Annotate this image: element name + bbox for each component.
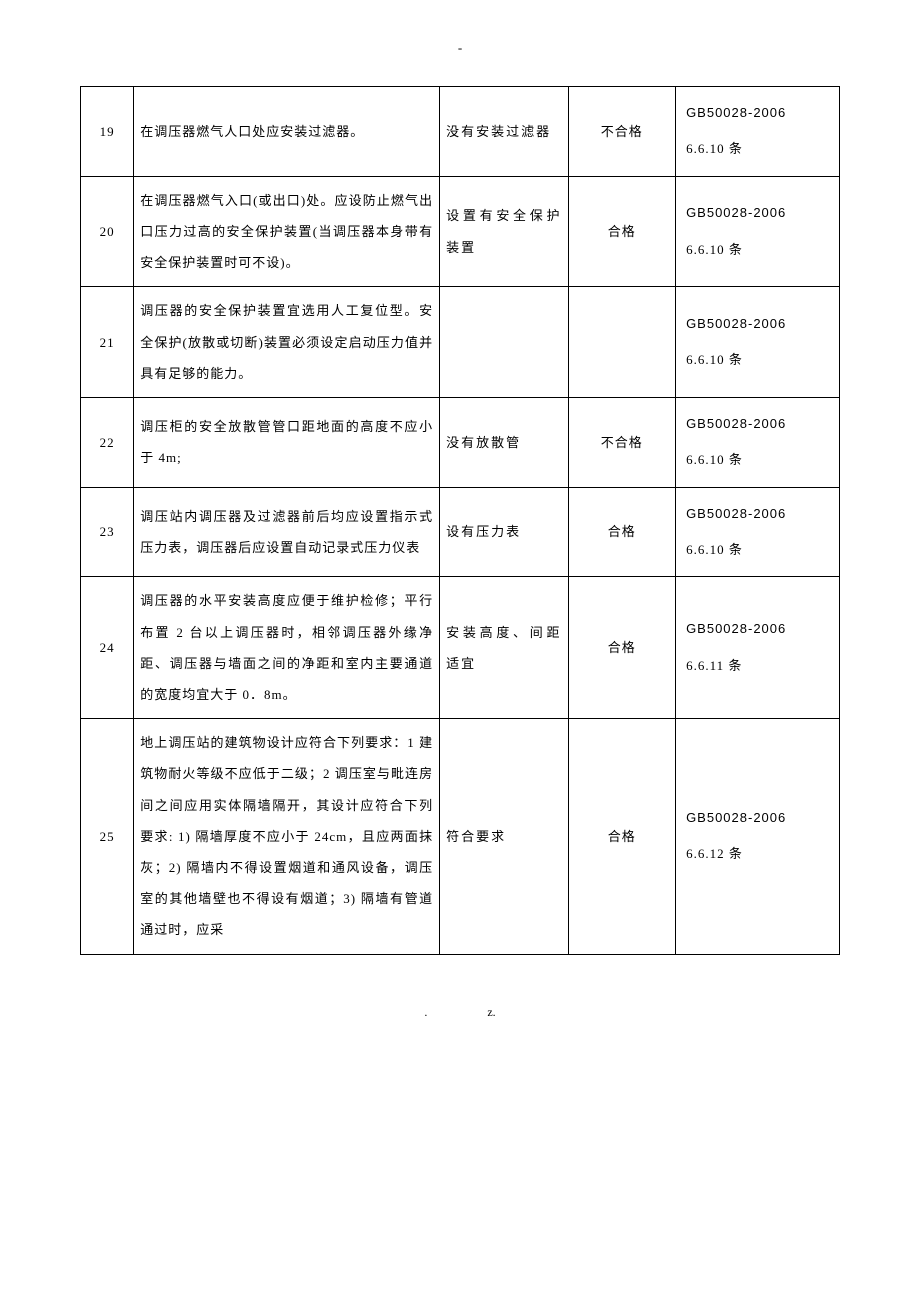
row-description: 调压柜的安全放散管管口距地面的高度不应小于 4m; (134, 397, 440, 487)
row-status: 安装高度、间距适宜 (440, 577, 568, 719)
row-reference: GB50028-20066.6.12 条 (676, 719, 840, 954)
table-row: 20在调压器燃气入口(或出口)处。应设防止燃气出口压力过高的安全保护装置(当调压… (81, 176, 840, 287)
footer-right: z. (487, 1005, 495, 1019)
header-mark: - (80, 40, 840, 56)
row-result: 合格 (568, 577, 676, 719)
footer-left: . (424, 1005, 487, 1019)
row-number: 20 (81, 176, 134, 287)
row-status (440, 287, 568, 398)
row-description: 在调压器燃气入口(或出口)处。应设防止燃气出口压力过高的安全保护装置(当调压器本… (134, 176, 440, 287)
row-number: 23 (81, 487, 134, 577)
row-result (568, 287, 676, 398)
row-description: 调压器的水平安装高度应便于维护检修；平行布置 2 台以上调压器时，相邻调压器外缘… (134, 577, 440, 719)
row-status: 没有放散管 (440, 397, 568, 487)
row-result: 合格 (568, 719, 676, 954)
row-number: 19 (81, 87, 134, 177)
row-reference: GB50028-20066.6.10 条 (676, 397, 840, 487)
footer: .z. (80, 1005, 840, 1020)
row-description: 调压站内调压器及过滤器前后均应设置指示式压力表，调压器后应设置自动记录式压力仪表 (134, 487, 440, 577)
inspection-table: 19在调压器燃气人口处应安装过滤器。没有安装过滤器不合格GB50028-2006… (80, 86, 840, 955)
table-row: 25地上调压站的建筑物设计应符合下列要求：1 建筑物耐火等级不应低于二级；2 调… (81, 719, 840, 954)
row-result: 合格 (568, 487, 676, 577)
table-row: 22调压柜的安全放散管管口距地面的高度不应小于 4m;没有放散管不合格GB500… (81, 397, 840, 487)
row-status: 设有压力表 (440, 487, 568, 577)
row-result: 不合格 (568, 87, 676, 177)
row-description: 在调压器燃气人口处应安装过滤器。 (134, 87, 440, 177)
row-description: 调压器的安全保护装置宜选用人工复位型。安全保护(放散或切断)装置必须设定启动压力… (134, 287, 440, 398)
row-reference: GB50028-20066.6.10 条 (676, 87, 840, 177)
row-reference: GB50028-20066.6.10 条 (676, 287, 840, 398)
row-number: 24 (81, 577, 134, 719)
row-status: 符合要求 (440, 719, 568, 954)
row-status: 没有安装过滤器 (440, 87, 568, 177)
document-page: - 19在调压器燃气人口处应安装过滤器。没有安装过滤器不合格GB50028-20… (0, 0, 920, 1080)
table-row: 24调压器的水平安装高度应便于维护检修；平行布置 2 台以上调压器时，相邻调压器… (81, 577, 840, 719)
row-number: 22 (81, 397, 134, 487)
row-reference: GB50028-20066.6.11 条 (676, 577, 840, 719)
row-number: 25 (81, 719, 134, 954)
row-result: 合格 (568, 176, 676, 287)
row-reference: GB50028-20066.6.10 条 (676, 487, 840, 577)
table-row: 23调压站内调压器及过滤器前后均应设置指示式压力表，调压器后应设置自动记录式压力… (81, 487, 840, 577)
table-row: 19在调压器燃气人口处应安装过滤器。没有安装过滤器不合格GB50028-2006… (81, 87, 840, 177)
row-reference: GB50028-20066.6.10 条 (676, 176, 840, 287)
row-result: 不合格 (568, 397, 676, 487)
row-description: 地上调压站的建筑物设计应符合下列要求：1 建筑物耐火等级不应低于二级；2 调压室… (134, 719, 440, 954)
table-row: 21调压器的安全保护装置宜选用人工复位型。安全保护(放散或切断)装置必须设定启动… (81, 287, 840, 398)
row-number: 21 (81, 287, 134, 398)
row-status: 设置有安全保护装置 (440, 176, 568, 287)
